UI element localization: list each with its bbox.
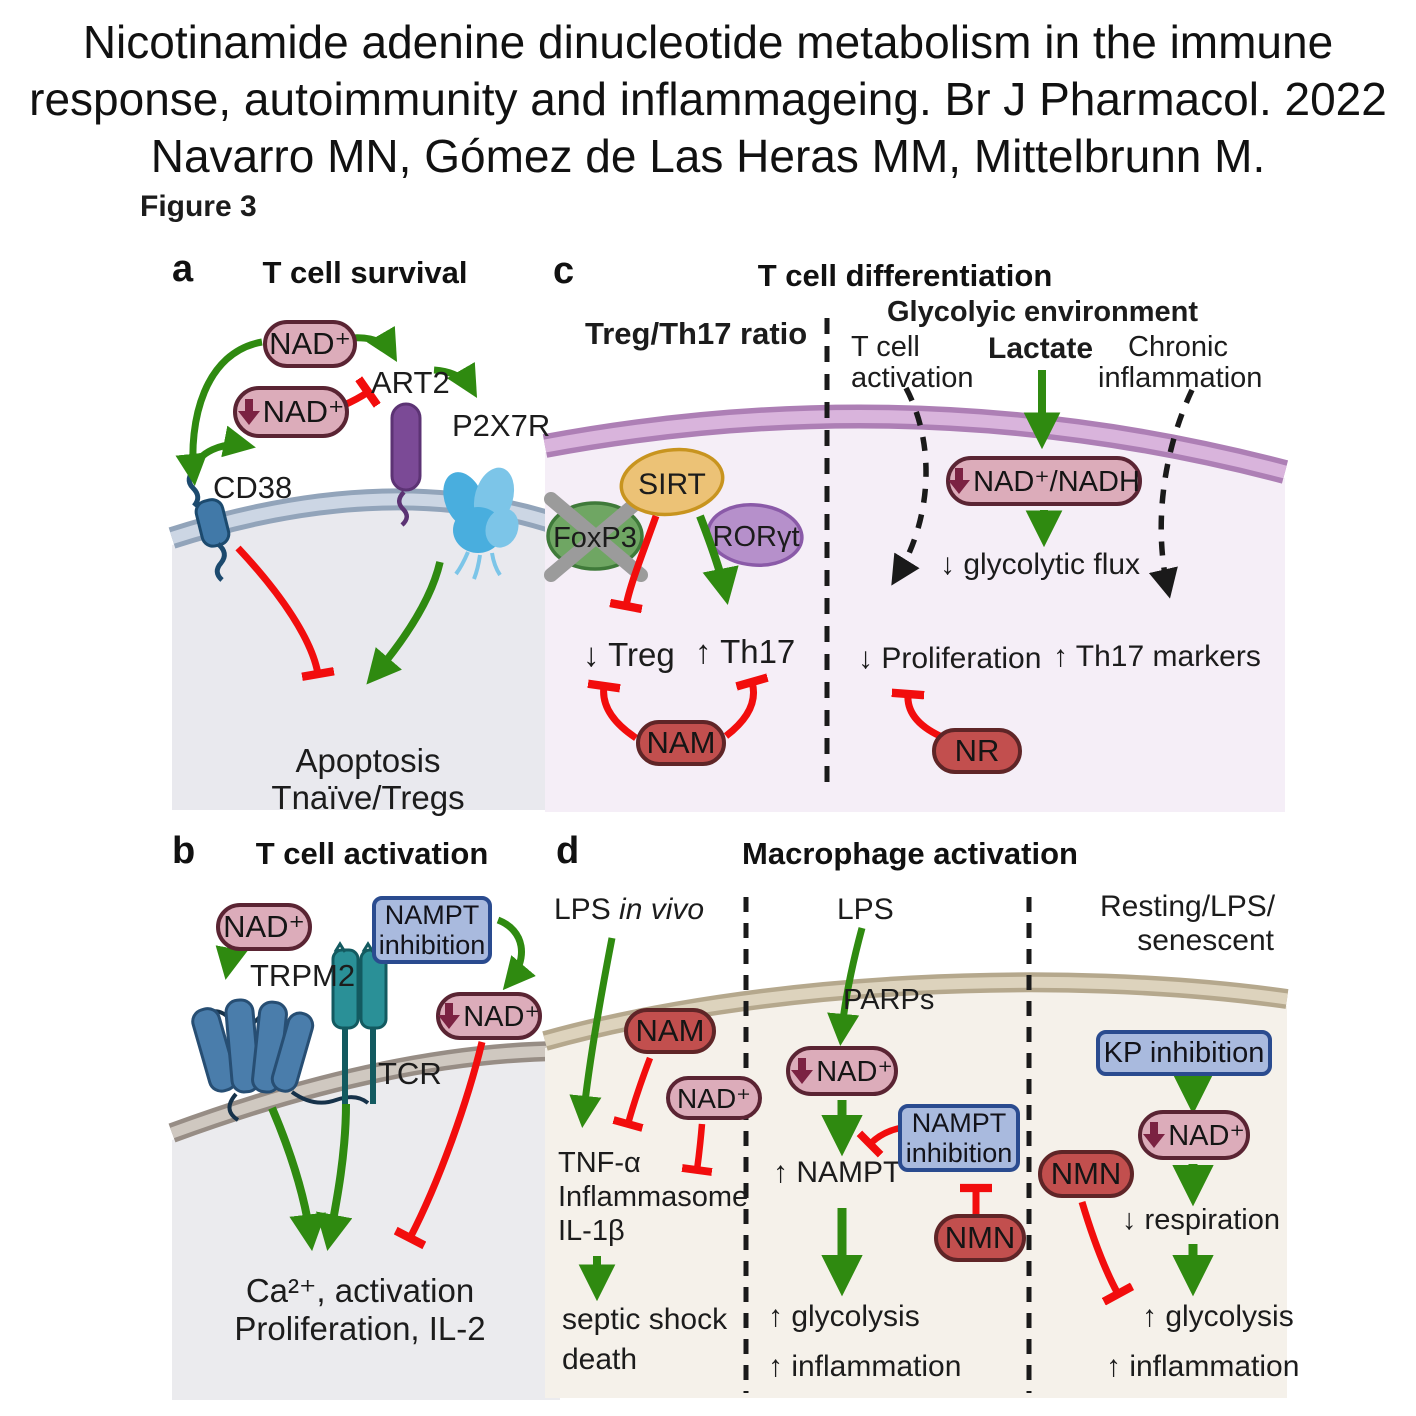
figure-label: Figure 3 (140, 190, 257, 223)
inflammation-up-mid-label: ↑ inflammation (768, 1350, 962, 1383)
lactate-label: Lactate (988, 332, 1094, 365)
cd38-label: CD38 (213, 470, 293, 505)
il1b-label: IL-1β (558, 1215, 625, 1247)
panel-c-title: T cell differentiation (757, 258, 1053, 293)
resting-lps-senescent-label: Resting/LPS/ senescent (1100, 890, 1276, 957)
panel-d-title: Macrophage activation (742, 836, 1078, 871)
th17-markers-label: ↑ Th17 markers (1053, 640, 1261, 673)
th17-up-label: ↑ Th17 (695, 633, 796, 670)
glycolysis-up-mid-label: ↑ glycolysis (768, 1300, 920, 1333)
lps-label: LPS (837, 893, 894, 926)
panel-b-outcome: Ca²⁺, activation Proliferation, IL-2 (210, 1272, 510, 1348)
art2-label: ART2 (371, 365, 450, 400)
panel-a-arrows (175, 326, 478, 685)
tnf-label: TNF-α (558, 1147, 641, 1179)
glycolytic-environment-subtitle: Glycolyic environment (887, 296, 1199, 328)
parps-label: PARPs (843, 984, 935, 1016)
nad-decrease-icon (237, 399, 260, 425)
chronic-inflammation-label: Chronic inflammation (1098, 331, 1263, 394)
nr-pill: NR (932, 728, 1022, 774)
nad-decrease-icon (1143, 1122, 1166, 1148)
nampt-inhibition-box-b: NAMPT inhibition (372, 896, 492, 964)
sirt-icon (619, 447, 725, 517)
nad-pill-b: NAD⁺ (216, 903, 312, 951)
panel-b-arrows (215, 916, 536, 1252)
inflammation-up-right-label: ↑ inflammation (1106, 1350, 1300, 1383)
foxp3-icon (544, 492, 648, 582)
nam-pill-c: NAM (636, 720, 726, 766)
nmn-pill-d-right: NMN (1038, 1150, 1134, 1198)
panel-b-title: T cell activation (255, 836, 489, 871)
nad-pill-d: NAD⁺ (666, 1076, 762, 1120)
nampt-inhibition-box-d: NAMPT inhibition (898, 1104, 1020, 1172)
nad-decreased-pill-d-right: NAD⁺ (1138, 1110, 1250, 1160)
nad-decreased-pill-a: NAD⁺ (233, 386, 349, 438)
citation-title: Nicotinamide adenine dinucleotide metabo… (0, 14, 1416, 185)
treg-down-label: ↓ Treg (583, 636, 675, 673)
glycolysis-up-right-label: ↑ glycolysis (1142, 1300, 1294, 1333)
proliferation-il2-label: Proliferation, IL-2 (234, 1310, 486, 1347)
nam-pill-d: NAM (624, 1008, 716, 1054)
nad-nadh-decreased-pill: NAD⁺/NADH (946, 456, 1142, 506)
nampt-up-label: ↑ NAMPT (773, 1156, 902, 1189)
citation-line-3: Navarro MN, Gómez de Las Heras MM, Mitte… (150, 130, 1266, 182)
roryt-label: RORγt (712, 521, 800, 553)
respiration-down-label: ↓ respiration (1122, 1204, 1280, 1236)
panel-a-outcome: Apoptosis Tnaïve/Tregs (248, 742, 488, 816)
nad-decreased-pill-d-mid: NAD⁺ (786, 1046, 898, 1096)
foxp3-label: FoxP3 (553, 522, 637, 554)
panel-a-title: T cell survival (262, 255, 468, 290)
citation-line-1: Nicotinamide adenine dinucleotide metabo… (82, 16, 1334, 68)
proliferation-down-label: ↓ Proliferation (858, 642, 1042, 675)
ca-activation-label: Ca²⁺, activation (245, 1272, 475, 1309)
inflammasome-label: Inflammasome (558, 1181, 749, 1213)
trpm2-icon (191, 998, 370, 1122)
panel-c-label: c (553, 250, 575, 292)
nmn-pill-d-mid: NMN (934, 1214, 1026, 1262)
tcr-label: TCR (378, 1056, 442, 1091)
tcr-icon (331, 941, 388, 1104)
nad-decrease-icon (948, 468, 971, 494)
sirt-label: SIRT (638, 468, 706, 501)
glycolytic-flux-label: ↓ glycolytic flux (940, 548, 1141, 581)
nad-decrease-icon (791, 1058, 814, 1084)
nad-decrease-icon (438, 1003, 461, 1029)
lps-in-vivo-label: LPS in vivo (554, 893, 705, 926)
nad-decreased-pill-b: NAD⁺ (436, 992, 542, 1040)
panel-b-label: b (172, 830, 196, 872)
nad-pill-a: NAD⁺ (263, 320, 357, 368)
panel-a-label: a (172, 248, 194, 290)
panel-d-arrows (569, 927, 1214, 1294)
tnaive-tregs-label: Tnaïve/Tregs (271, 779, 465, 816)
apoptosis-label: Apoptosis (295, 742, 441, 779)
art2-icon (390, 402, 422, 527)
septic-shock-block: septic shock death (562, 1303, 728, 1376)
tnf-inflammasome-block: TNF-α Inflammasome IL-1β (558, 1146, 748, 1248)
trpm2-label: TRPM2 (250, 958, 356, 993)
citation-line-2: response, autoimmunity and inflammageing… (29, 73, 1387, 125)
p2x7r-icon (443, 467, 519, 580)
p2x7r-label: P2X7R (452, 408, 551, 443)
panel-c-arrows (604, 370, 1195, 741)
t-cell-activation-label: T cell activation (851, 331, 974, 394)
treg-th17-ratio-subtitle: Treg/Th17 ratio (585, 316, 808, 351)
panel-d-label: d (556, 830, 580, 872)
kp-inhibition-box: KP inhibition (1096, 1030, 1272, 1076)
